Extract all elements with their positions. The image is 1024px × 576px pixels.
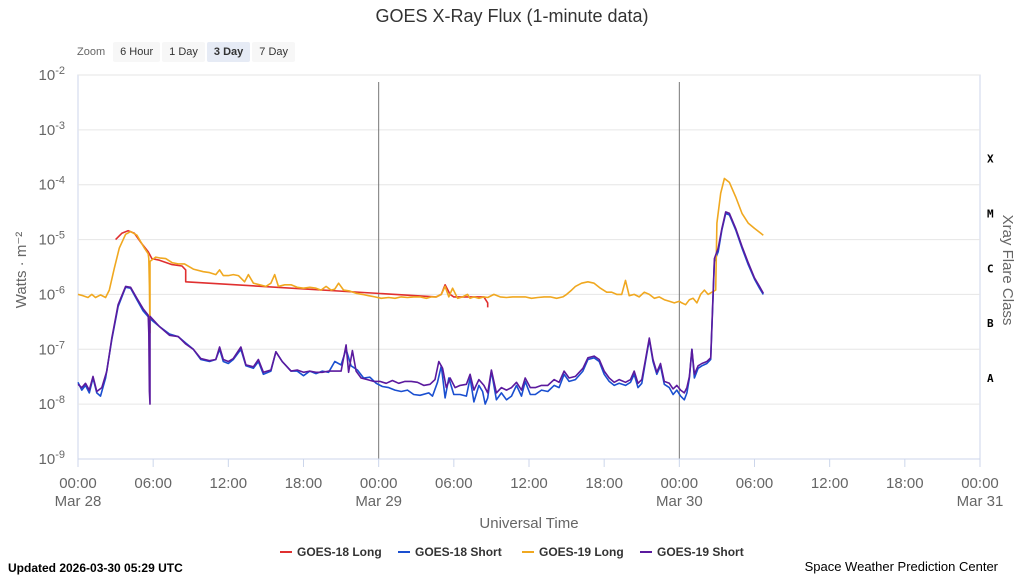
legend-label: GOES-18 Short: [415, 545, 502, 559]
y-tick-label: 10-4: [39, 175, 65, 194]
y-axis-ticks: 10-2 10-3 10-4 10-5 10-6 10-7 10-8 10-9: [39, 65, 65, 468]
y-tick-label: 10-2: [39, 65, 65, 84]
x-tick-time: 12:00: [510, 475, 548, 492]
chart-title: GOES X-Ray Flux (1-minute data): [375, 6, 648, 26]
x-tick-time: 18:00: [285, 475, 323, 492]
x-tick-time: 00:00: [360, 475, 398, 492]
zoom-label: Zoom: [77, 45, 106, 58]
y-tick-label: 10-9: [39, 449, 65, 468]
credit-text: Space Weather Prediction Center: [804, 559, 998, 574]
legend-label: GOES-18 Long: [297, 545, 382, 559]
flare-class-m: M: [987, 207, 994, 220]
y-tick-label: 10-6: [39, 284, 65, 303]
x-tick-time: 18:00: [585, 475, 623, 492]
legend-item-goes-19-long[interactable]: GOES-19 Long: [522, 545, 624, 559]
zoom-7-day-button[interactable]: 7 Day: [252, 41, 296, 62]
x-tick-time: 00:00: [961, 475, 999, 492]
flare-class-a: A: [987, 372, 994, 385]
flare-class-labels: X M C B A: [987, 153, 994, 385]
x-tick-time: 00:00: [661, 475, 699, 492]
zoom-6-hour-button[interactable]: 6 Hour: [113, 41, 161, 62]
y-axis-right-title: Xray Flare Class: [999, 215, 1016, 326]
zoom-controls: Zoom 6 Hour 1 Day 3 Day 7 Day: [77, 41, 296, 62]
updated-timestamp: Updated 2026-03-30 05:29 UTC: [8, 561, 183, 575]
x-tick-time: 06:00: [736, 475, 774, 492]
series-goes-19-short: [77, 211, 765, 405]
x-tick-time: 06:00: [435, 475, 473, 492]
flare-class-b: B: [987, 317, 994, 330]
x-tick-time: 06:00: [134, 475, 172, 492]
x-tick-date: Mar 31: [957, 493, 1004, 510]
plot-area: [77, 74, 981, 460]
x-tick-date: Mar 29: [355, 493, 402, 510]
x-tick-time: 12:00: [811, 475, 849, 492]
grid-lines: [78, 74, 980, 460]
day-separator-lines: [378, 82, 680, 459]
legend-label: GOES-19 Long: [539, 545, 624, 559]
y-tick-label: 10-8: [39, 394, 65, 413]
y-axis-title: Watts · m⁻²: [13, 232, 30, 309]
legend-item-goes-19-short[interactable]: GOES-19 Short: [640, 545, 744, 559]
plot-border: [77, 74, 981, 460]
flare-class-c: C: [987, 262, 994, 275]
y-tick-label: 10-3: [39, 120, 65, 139]
flare-class-x: X: [987, 153, 994, 166]
series-lines: [77, 177, 765, 405]
x-tick-time: 18:00: [886, 475, 924, 492]
series-goes-19-long: [77, 177, 764, 334]
zoom-3-day-button[interactable]: 3 Day: [206, 41, 251, 62]
y-tick-label: 10-7: [39, 339, 65, 358]
x-axis-title: Universal Time: [479, 515, 578, 532]
legend-label: GOES-19 Short: [657, 545, 744, 559]
y-tick-label: 10-5: [39, 230, 65, 249]
x-tick-date: Mar 28: [55, 493, 102, 510]
x-tick-time: 00:00: [59, 475, 97, 492]
legend[interactable]: GOES-18 Long GOES-18 Short GOES-19 Long GOE…: [280, 545, 744, 559]
x-tick-time: 12:00: [210, 475, 248, 492]
legend-item-goes-18-short[interactable]: GOES-18 Short: [398, 545, 502, 559]
x-tick-date: Mar 30: [656, 493, 703, 510]
legend-item-goes-18-long[interactable]: GOES-18 Long: [280, 545, 382, 559]
zoom-1-day-button[interactable]: 1 Day: [162, 41, 205, 62]
